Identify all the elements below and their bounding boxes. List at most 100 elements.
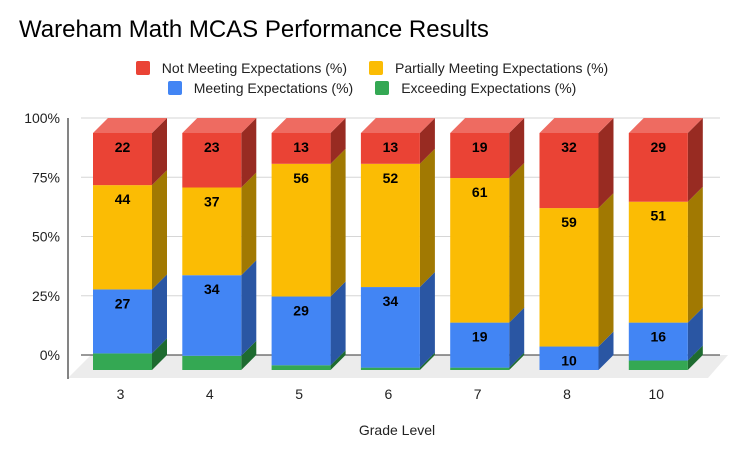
data-label: 59 <box>561 214 577 230</box>
bar-top-face <box>628 118 703 133</box>
bar-segment-exceeding-expectations <box>360 367 420 370</box>
legend-label-exceeding: Exceeding Expectations (%) <box>401 80 577 96</box>
bar-side-meeting-expectations <box>687 307 703 361</box>
data-label: 34 <box>383 293 399 309</box>
bar-side-partially-meeting-expectations <box>152 170 167 290</box>
bar-segment-meeting-expectations <box>360 287 420 368</box>
x-tick-label: 10 <box>649 386 665 402</box>
data-label: 37 <box>204 194 220 210</box>
bar-side-exceeding-expectations <box>687 345 703 370</box>
data-label: 56 <box>293 170 309 186</box>
bar-segment-meeting-expectations <box>450 322 510 368</box>
legend-swatch-exceeding <box>375 81 390 95</box>
bar-side-not-meeting-expectations <box>687 118 703 202</box>
x-tick-label: 5 <box>295 386 303 402</box>
bar-top-face <box>93 118 167 133</box>
bar-side-meeting-expectations <box>509 307 525 368</box>
bar-segment-exceeding-expectations <box>271 365 331 370</box>
bar-segment-not-meeting-expectations <box>360 133 420 164</box>
bar-side-not-meeting-expectations <box>598 118 614 209</box>
bar-side-partially-meeting-expectations <box>598 193 614 347</box>
bar-side-meeting-expectations <box>598 331 614 370</box>
legend-label-partially-meeting: Partially Meeting Expectations (%) <box>395 60 609 76</box>
bar-top-face <box>450 118 525 133</box>
bar-segment-meeting-expectations <box>539 346 599 370</box>
legend-swatch-partially-meeting <box>369 61 383 75</box>
y-tick-label: 25% <box>32 288 60 304</box>
x-tick-label: 6 <box>385 386 393 402</box>
bar-segment-meeting-expectations <box>93 289 152 354</box>
bar-side-partially-meeting-expectations <box>330 148 346 297</box>
legend-item-not-meeting[interactable]: Not Meeting Expectations (%) <box>135 60 347 76</box>
x-axis-ticks: 3 4 5 6 7 8 10 <box>117 386 665 402</box>
bar-stack-grade-10: 16 51 29 <box>628 118 703 370</box>
bar-segment-meeting-expectations <box>271 296 331 366</box>
bar-segment-meeting-expectations <box>628 322 688 361</box>
data-label: 52 <box>383 170 399 186</box>
legend-row-1: Not Meeting Expectations (%) Partially M… <box>0 60 744 76</box>
x-axis-title: Grade Level <box>359 422 435 438</box>
bar-segment-meeting-expectations <box>182 275 242 356</box>
bar-stack-grade-6: 34 52 13 <box>360 118 435 370</box>
legend-item-meeting[interactable]: Meeting Expectations (%) <box>167 80 354 96</box>
bar-segment-exceeding-expectations <box>182 355 242 370</box>
bar-stack-grade-5: 29 56 13 <box>271 118 346 370</box>
bar-top-face <box>539 118 614 133</box>
data-label: 23 <box>204 139 220 155</box>
x-tick-label: 7 <box>474 386 482 402</box>
bar-segment-not-meeting-expectations <box>93 133 152 186</box>
data-label: 10 <box>561 353 577 369</box>
bar-side-meeting-expectations <box>152 274 167 354</box>
bar-side-not-meeting-expectations <box>330 118 346 164</box>
bar-side-exceeding-expectations <box>419 352 435 370</box>
bar-side-not-meeting-expectations <box>241 118 257 188</box>
data-label: 34 <box>204 281 220 297</box>
bar-stack-grade-4: 34 37 23 <box>182 118 257 370</box>
legend-item-exceeding[interactable]: Exceeding Expectations (%) <box>375 80 576 96</box>
bar-side-not-meeting-expectations <box>152 118 167 186</box>
legend-item-partially-meeting[interactable]: Partially Meeting Expectations (%) <box>369 60 608 76</box>
bar-side-partially-meeting-expectations <box>509 163 525 323</box>
data-label: 27 <box>115 295 131 311</box>
bar-top-face <box>182 118 257 133</box>
bar-side-partially-meeting-expectations <box>419 148 435 288</box>
bar-side-exceeding-expectations <box>152 338 167 370</box>
bar-side-exceeding-expectations <box>330 350 346 370</box>
data-label: 29 <box>293 303 309 319</box>
bar-segment-partially-meeting-expectations <box>360 163 420 288</box>
bar-top-face <box>271 118 346 133</box>
x-tick-label: 3 <box>117 386 125 402</box>
data-label: 44 <box>115 191 131 207</box>
data-label: 19 <box>472 329 488 345</box>
bar-segment-partially-meeting-expectations <box>271 163 331 297</box>
bar-stack-grade-3: 27 44 22 <box>93 118 167 370</box>
x-tick-label: 8 <box>563 386 571 402</box>
data-label: 61 <box>472 184 488 200</box>
y-axis-ticks: 0% 25% 50% 75% 100% <box>24 110 60 363</box>
bars: 27 44 22 34 37 23 29 56 13 34 52 13 19 61 19 10 59 32 16 51… <box>93 118 703 370</box>
legend-label-meeting: Meeting Expectations (%) <box>193 80 354 96</box>
bar-segment-partially-meeting-expectations <box>539 208 599 347</box>
data-label: 22 <box>115 139 131 155</box>
bar-segment-partially-meeting-expectations <box>182 187 242 276</box>
bar-stack-grade-8: 10 59 32 <box>539 118 614 370</box>
bar-segment-not-meeting-expectations <box>182 133 242 188</box>
y-tick-label: 0% <box>40 347 60 363</box>
data-label: 13 <box>383 139 399 155</box>
data-label: 19 <box>472 139 488 155</box>
bar-side-exceeding-expectations <box>241 340 257 370</box>
bar-side-not-meeting-expectations <box>419 118 435 164</box>
data-label: 16 <box>651 329 667 345</box>
data-label: 51 <box>651 208 667 224</box>
bar-segment-not-meeting-expectations <box>271 133 331 164</box>
bar-top-face <box>360 118 435 133</box>
legend-label-not-meeting: Not Meeting Expectations (%) <box>161 60 347 76</box>
bar-segment-exceeding-expectations <box>450 367 510 370</box>
bar-side-partially-meeting-expectations <box>241 172 257 276</box>
data-label: 32 <box>561 139 577 155</box>
x-tick-label: 4 <box>206 386 214 402</box>
legend-swatch-not-meeting <box>135 61 150 75</box>
bar-segment-not-meeting-expectations <box>539 133 599 209</box>
bar-side-meeting-expectations <box>330 281 346 366</box>
